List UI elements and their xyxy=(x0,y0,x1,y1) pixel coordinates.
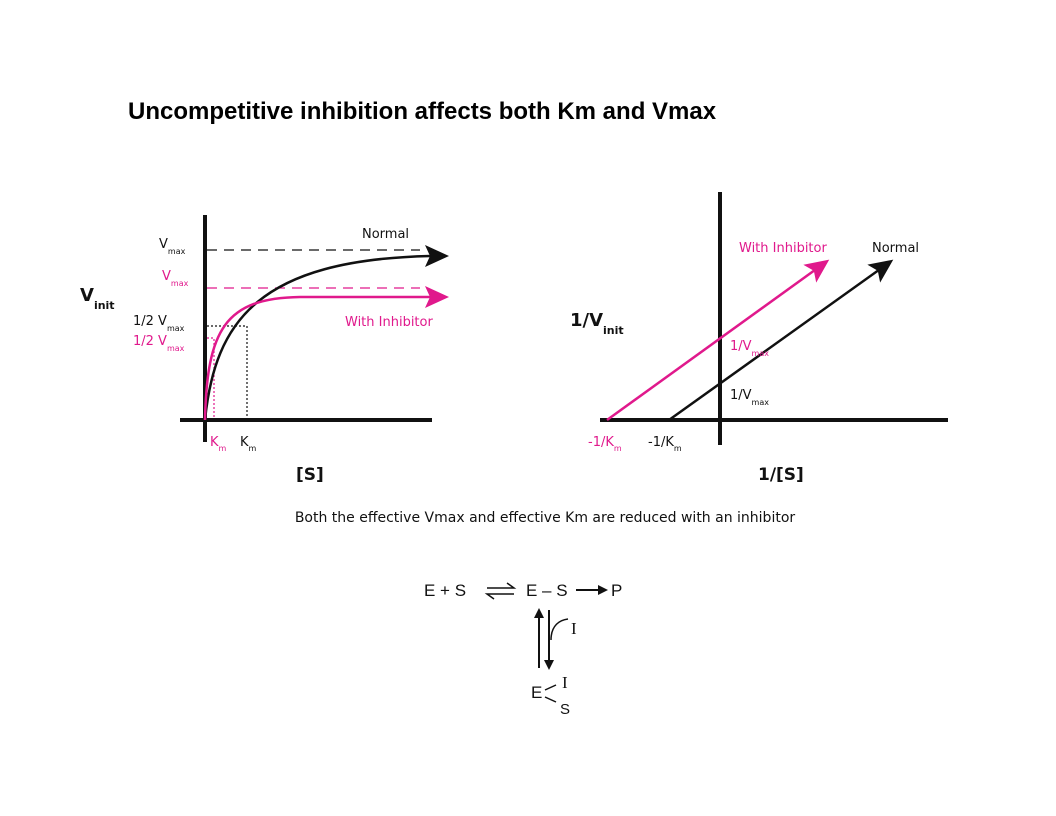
label-main: V xyxy=(159,237,168,252)
ternary-inhibitor: I xyxy=(562,673,568,692)
y-label-sub: init xyxy=(603,324,624,337)
half-vmax-guide-inhibitor xyxy=(207,337,215,418)
equilibrium-arrows xyxy=(484,582,517,600)
bond xyxy=(544,696,557,703)
label-main: 1/V xyxy=(730,388,752,403)
y-label-sub: init xyxy=(94,299,115,312)
reactants: E + S xyxy=(424,581,466,600)
km-label-inhibitor: Km xyxy=(210,435,227,453)
intercept-label-inhibitor: 1/Vmax xyxy=(730,339,769,358)
x-label: [S] xyxy=(296,465,324,485)
label-sub: max xyxy=(168,247,186,256)
label-main: 1/2 V xyxy=(133,334,167,349)
y-label: Vinit xyxy=(80,285,115,312)
left-plot: Vinit Normal With Inhibitor Vmax Vmax 1/… xyxy=(80,215,449,485)
label-sub: m xyxy=(674,444,682,453)
intercept-label: 1/Vmax xyxy=(730,388,769,407)
label-main: -1/K xyxy=(588,435,614,450)
x-intercept-label-inhibitor: -1/Km xyxy=(588,435,622,453)
normal-label: Normal xyxy=(362,227,409,242)
inhibitor-curve xyxy=(203,286,449,421)
reaction-scheme: E + S E – S P I E I S xyxy=(424,581,622,718)
normal-line xyxy=(668,259,894,422)
bond xyxy=(544,684,557,691)
label-main: 1/V xyxy=(730,339,752,354)
inhibitor-label: With Inhibitor xyxy=(739,241,827,256)
y-label: 1/Vinit xyxy=(570,310,624,337)
half-vmax-label-inhibitor: 1/2 Vmax xyxy=(133,334,185,353)
vmax-label-inhibitor: Vmax xyxy=(162,269,189,288)
label-sub: m xyxy=(219,444,227,453)
normal-label: Normal xyxy=(872,241,919,256)
x-label: 1/[S] xyxy=(758,465,804,485)
label-main: -1/K xyxy=(648,435,674,450)
right-plot: 1/Vinit With Inhibitor Normal 1/Vmax 1/V… xyxy=(570,192,948,485)
inhibitor-label: With Inhibitor xyxy=(345,315,433,330)
product: P xyxy=(611,581,622,600)
label-sub: m xyxy=(614,444,622,453)
inhibitor: I xyxy=(571,619,577,638)
normal-curve xyxy=(203,245,449,421)
inhibitor-hook xyxy=(550,618,569,641)
label-main: 1/2 V xyxy=(133,314,167,329)
label-sub: max xyxy=(752,398,770,407)
label-sub: max xyxy=(167,344,185,353)
label-main: V xyxy=(162,269,171,284)
y-label-main: V xyxy=(80,285,94,306)
inhibitor-line xyxy=(606,259,830,422)
vmax-label: Vmax xyxy=(159,237,186,256)
caption: Both the effective Vmax and effective Km… xyxy=(295,510,796,526)
label-main: K xyxy=(240,435,249,450)
label-sub: max xyxy=(171,279,189,288)
half-vmax-label: 1/2 Vmax xyxy=(133,314,185,333)
y-label-main: 1/V xyxy=(570,310,603,331)
complex: E – S xyxy=(526,581,568,600)
km-label: Km xyxy=(240,435,257,453)
ternary-enzyme: E xyxy=(531,683,542,702)
label-sub: max xyxy=(752,349,770,358)
title: Uncompetitive inhibition affects both Km… xyxy=(128,98,717,125)
label-main: K xyxy=(210,435,219,450)
label-sub: max xyxy=(167,324,185,333)
half-vmax-guide xyxy=(207,325,248,418)
ternary-substrate: S xyxy=(560,701,570,718)
x-intercept-label: -1/Km xyxy=(648,435,682,453)
label-sub: m xyxy=(249,444,257,453)
